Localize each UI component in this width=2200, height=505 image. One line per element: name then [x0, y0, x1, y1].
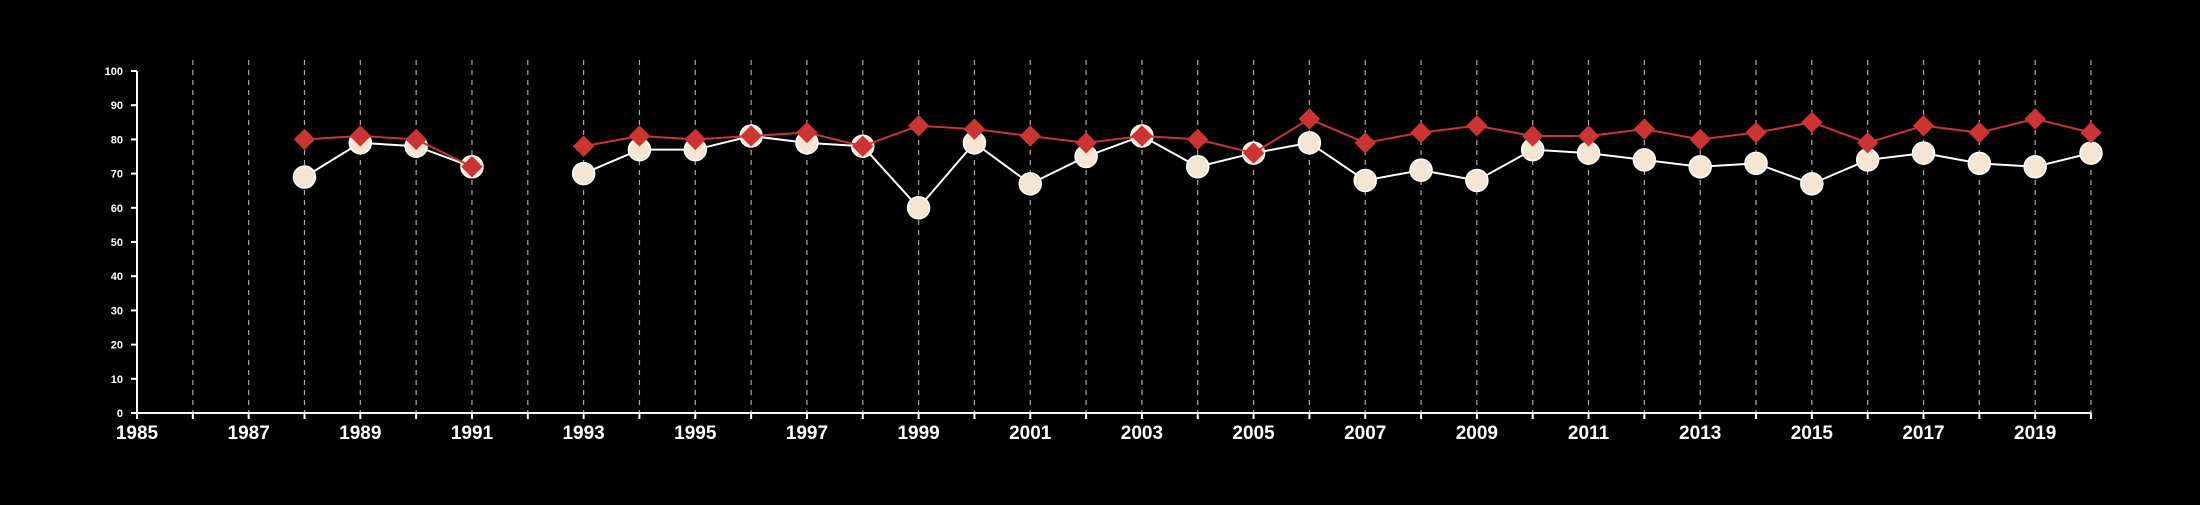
data-point-diamond [1354, 132, 1376, 154]
data-point-diamond [1466, 115, 1488, 137]
x-tick-label: 1985 [116, 423, 159, 444]
data-point-circle [571, 161, 596, 186]
x-tick-label: 1987 [228, 423, 270, 444]
x-tick-label: 2005 [1232, 423, 1275, 444]
data-point-circle [1465, 168, 1489, 193]
data-point-diamond [572, 135, 595, 157]
data-point-diamond [2080, 121, 2102, 144]
data-point-circle [292, 165, 317, 189]
data-point-diamond [1689, 128, 1711, 151]
data-point-circle [1185, 155, 1210, 179]
x-tick-label: 2007 [1344, 423, 1386, 444]
y-tick-label: 70 [111, 169, 123, 181]
data-point-diamond [684, 128, 706, 151]
data-point-circle [1688, 155, 1712, 179]
y-tick-label: 0 [117, 408, 123, 420]
data-point-diamond [405, 128, 427, 151]
x-tick-label: 2017 [1902, 423, 1944, 444]
data-point-diamond [1187, 128, 1209, 151]
x-tick-label: 1989 [339, 423, 381, 444]
data-point-diamond [1856, 132, 1879, 154]
y-tick-label: 50 [111, 237, 123, 249]
data-point-diamond [1577, 125, 1600, 147]
y-tick-label: 40 [111, 271, 123, 283]
data-point-circle [1744, 151, 1768, 176]
data-point-diamond [1131, 125, 1153, 147]
data-point-circle [1800, 172, 1824, 196]
data-point-diamond [1522, 125, 1544, 147]
data-point-diamond [740, 125, 762, 147]
data-point-diamond [907, 115, 930, 137]
data-point-diamond [852, 135, 874, 157]
data-point-diamond [349, 125, 372, 147]
x-tick-label: 1991 [451, 423, 494, 444]
series-layer [292, 108, 2103, 220]
data-point-diamond [293, 128, 316, 151]
series-1 [292, 124, 2103, 220]
y-tick-label: 10 [111, 374, 123, 386]
series-line [304, 134, 473, 168]
data-point-diamond [1801, 111, 1823, 134]
x-tick-label: 2009 [1456, 423, 1498, 444]
data-point-circle [1353, 168, 1377, 193]
y-tick-label: 20 [111, 340, 123, 352]
x-tick-label: 2011 [1568, 423, 1610, 444]
y-tick-label: 90 [111, 100, 123, 112]
data-point-circle [1018, 172, 1043, 196]
x-tick-label: 2001 [1009, 423, 1052, 444]
x-tick-label: 1997 [786, 423, 828, 444]
data-point-circle [1632, 148, 1657, 172]
data-point-diamond [628, 125, 651, 147]
data-point-diamond [1298, 108, 1321, 130]
data-point-diamond [1912, 115, 1935, 137]
data-point-diamond [1633, 118, 1656, 140]
series-line [583, 117, 2092, 155]
data-point-diamond [1075, 132, 1097, 154]
x-tick-label: 2013 [1679, 423, 1721, 444]
y-tick-label: 100 [105, 66, 123, 78]
data-point-diamond [2024, 108, 2046, 130]
data-point-diamond [1242, 142, 1265, 164]
data-point-circle [2023, 155, 2047, 179]
y-tick-label: 60 [111, 203, 123, 215]
y-tick-label: 30 [111, 305, 123, 317]
data-point-diamond [1968, 121, 1991, 144]
x-tick-label: 1999 [897, 423, 939, 444]
data-point-diamond [1019, 125, 1041, 147]
x-tick-label: 2003 [1121, 423, 1163, 444]
data-point-diamond [461, 156, 483, 178]
data-point-circle [1409, 158, 1433, 182]
data-point-diamond [1410, 121, 1432, 144]
y-tick-label: 80 [111, 134, 123, 146]
x-tick-label: 1995 [674, 423, 717, 444]
x-tick-label: 2015 [1791, 423, 1834, 444]
data-point-diamond [796, 121, 818, 144]
data-point-diamond [963, 118, 986, 140]
axes-layer: 0 10 20 30 40 50 60 70 80 90 100 1985 1987 1989 1991 19… [105, 66, 2092, 444]
series-2 [293, 108, 2102, 178]
grid-layer [192, 60, 2092, 413]
data-point-circle [1967, 151, 1992, 176]
data-point-circle [1911, 141, 1936, 165]
x-tick-label: 1993 [562, 423, 604, 444]
data-point-diamond [1745, 121, 1767, 144]
data-point-circle [2079, 141, 2103, 165]
series-line [583, 134, 2092, 210]
x-tick-label: 2019 [2014, 423, 2056, 444]
series-line [303, 141, 473, 178]
data-point-circle [1297, 131, 1322, 155]
data-point-circle [906, 196, 931, 220]
